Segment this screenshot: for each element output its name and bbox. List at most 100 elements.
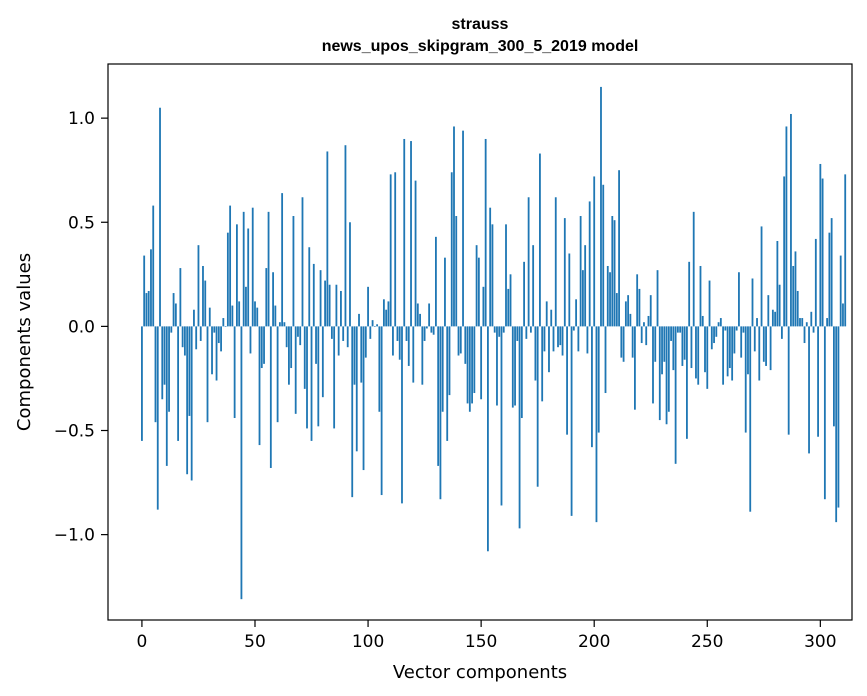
bar bbox=[249, 326, 252, 354]
bar bbox=[643, 322, 645, 327]
bar bbox=[290, 326, 293, 369]
bar bbox=[808, 326, 810, 454]
y-tick-label: −0.5 bbox=[54, 422, 95, 442]
bar bbox=[301, 197, 304, 327]
bar bbox=[731, 326, 734, 381]
bar bbox=[688, 261, 691, 327]
bar bbox=[333, 326, 336, 429]
bar bbox=[749, 326, 752, 512]
bar bbox=[292, 216, 295, 327]
bar bbox=[778, 284, 781, 327]
bar bbox=[159, 107, 161, 327]
bar bbox=[392, 326, 394, 356]
bar bbox=[319, 270, 322, 327]
bar bbox=[690, 326, 693, 369]
bar bbox=[681, 326, 684, 366]
bar bbox=[297, 326, 299, 337]
bar bbox=[342, 326, 345, 341]
x-tick-label: 50 bbox=[244, 632, 266, 652]
bar bbox=[780, 326, 783, 339]
bar bbox=[260, 326, 263, 369]
bar bbox=[480, 326, 483, 400]
x-axis-ticks: 0 50 100 150 200 250 300 bbox=[137, 620, 837, 652]
bar bbox=[367, 286, 369, 327]
bar bbox=[439, 326, 442, 500]
bar bbox=[803, 326, 806, 344]
bar bbox=[414, 180, 417, 327]
bar bbox=[812, 326, 815, 333]
bar bbox=[475, 245, 478, 327]
bar bbox=[355, 326, 358, 452]
bar bbox=[790, 113, 792, 327]
bar bbox=[172, 293, 175, 327]
bar bbox=[405, 326, 408, 341]
bar bbox=[473, 326, 476, 394]
bar bbox=[208, 307, 211, 327]
bar bbox=[202, 265, 204, 327]
bar bbox=[362, 326, 365, 471]
bar bbox=[306, 326, 308, 429]
bar bbox=[572, 326, 575, 331]
bar bbox=[317, 326, 320, 427]
bar bbox=[177, 326, 180, 441]
bar bbox=[407, 326, 410, 366]
bar bbox=[310, 326, 313, 441]
bar bbox=[419, 313, 421, 327]
bar bbox=[719, 318, 722, 327]
bar bbox=[563, 218, 566, 327]
bar bbox=[833, 326, 835, 427]
bar bbox=[805, 322, 808, 327]
bar bbox=[536, 326, 539, 487]
bar bbox=[640, 326, 643, 344]
bar bbox=[842, 303, 844, 327]
bar bbox=[265, 268, 268, 327]
bar bbox=[312, 263, 315, 327]
bar bbox=[256, 307, 259, 327]
bar bbox=[760, 226, 763, 327]
bar bbox=[455, 216, 458, 327]
bar bbox=[462, 130, 464, 327]
bar bbox=[353, 326, 356, 385]
bar bbox=[394, 172, 397, 327]
bar bbox=[548, 326, 550, 373]
bar bbox=[335, 284, 338, 327]
bar bbox=[281, 193, 284, 327]
bar bbox=[464, 326, 467, 364]
chart-title: strauss bbox=[452, 16, 509, 33]
bar bbox=[453, 126, 455, 327]
bar bbox=[349, 222, 351, 327]
bar bbox=[181, 326, 184, 348]
bar bbox=[581, 270, 584, 327]
bar bbox=[285, 326, 288, 348]
bar bbox=[792, 265, 795, 327]
bar bbox=[238, 301, 241, 327]
bar bbox=[634, 326, 636, 410]
bar bbox=[197, 245, 200, 327]
bar bbox=[425, 326, 428, 329]
x-axis-label: Vector components bbox=[393, 662, 567, 683]
x-tick-label: 150 bbox=[465, 632, 497, 652]
bar bbox=[299, 326, 302, 346]
bar bbox=[636, 274, 639, 327]
bar bbox=[710, 326, 713, 350]
bar bbox=[765, 326, 767, 366]
x-tick-label: 250 bbox=[691, 632, 723, 652]
bar bbox=[568, 253, 571, 327]
bar bbox=[550, 309, 553, 327]
y-axis-label: Components values bbox=[14, 253, 35, 431]
bar bbox=[692, 211, 695, 327]
bar bbox=[724, 326, 727, 331]
bar bbox=[554, 197, 557, 327]
bar bbox=[713, 326, 715, 344]
bar bbox=[170, 326, 173, 333]
bar bbox=[658, 326, 661, 421]
bar bbox=[523, 261, 525, 327]
bar bbox=[756, 318, 758, 327]
bar bbox=[459, 326, 462, 354]
bar bbox=[213, 326, 216, 333]
bar bbox=[274, 305, 277, 327]
bar bbox=[303, 326, 306, 389]
bar bbox=[183, 326, 186, 356]
bar bbox=[593, 176, 596, 327]
